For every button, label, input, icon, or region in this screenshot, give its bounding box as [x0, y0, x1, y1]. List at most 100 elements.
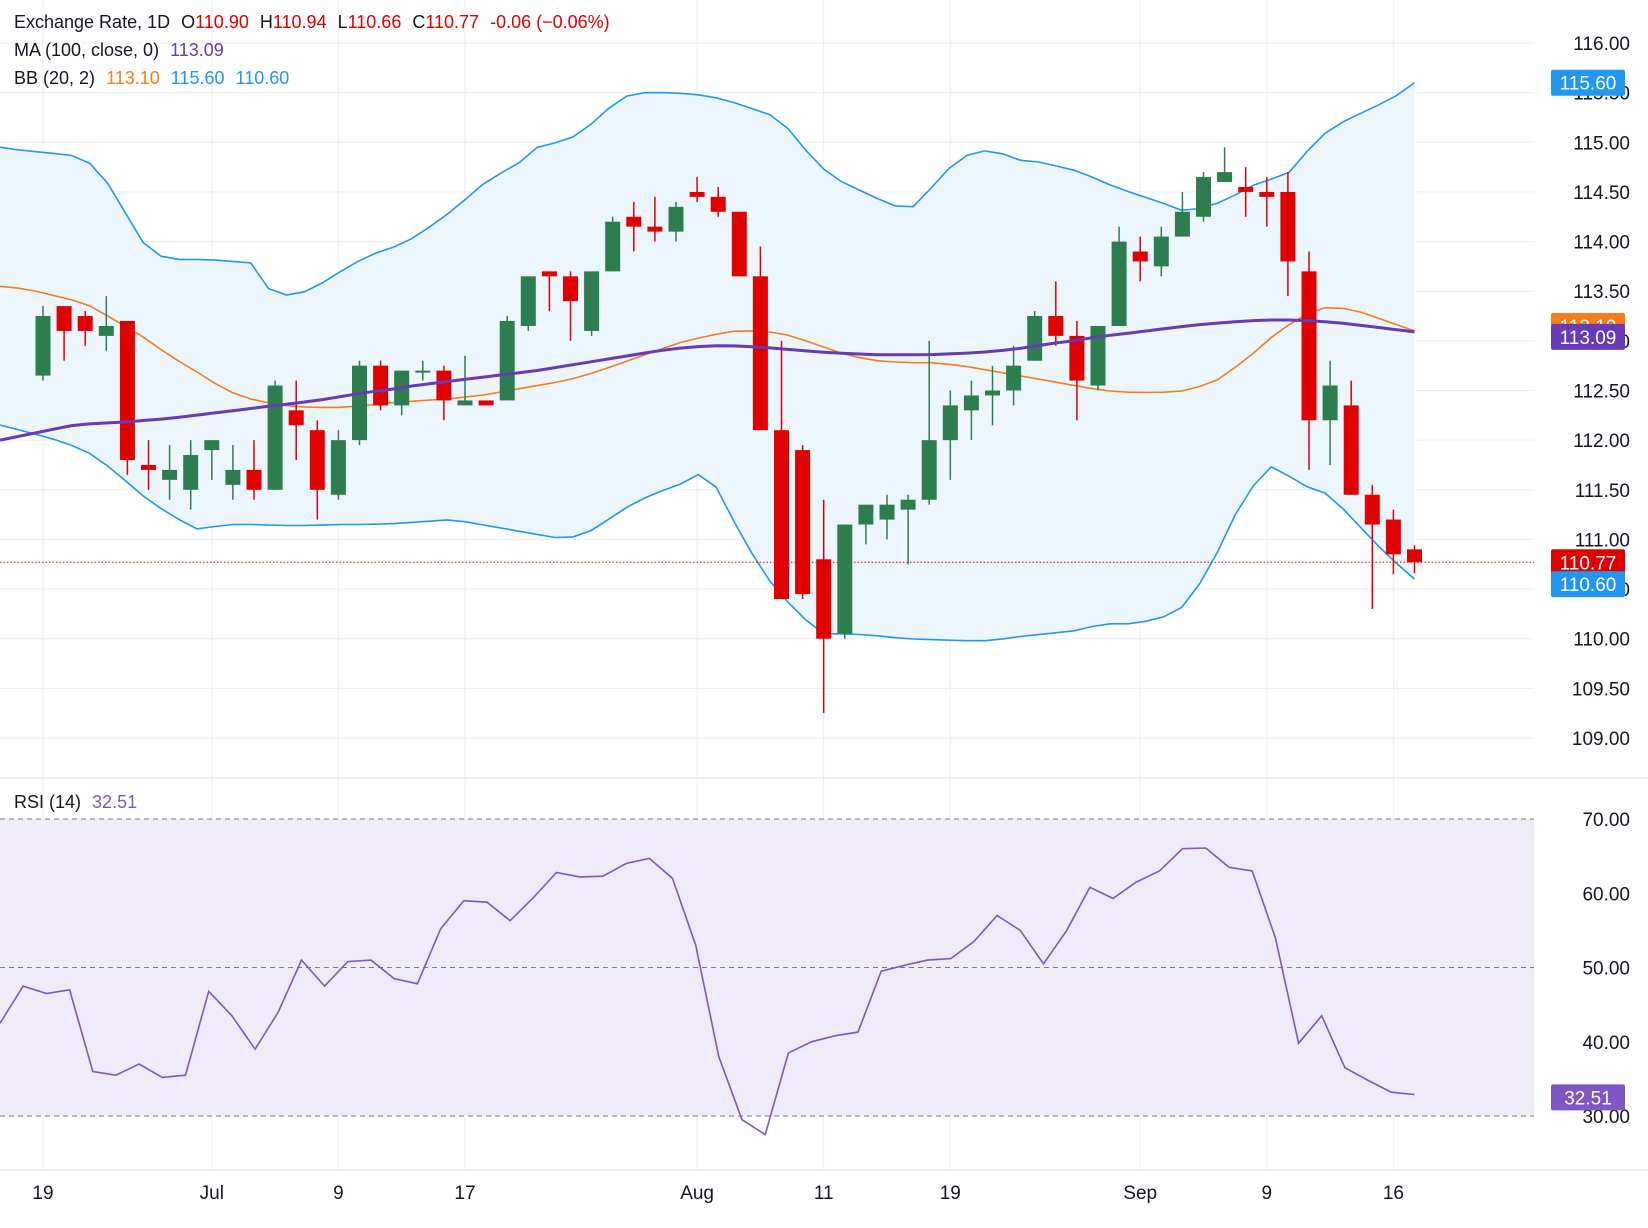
candle-down — [795, 450, 811, 595]
x-tick-Aug: Aug — [680, 1183, 714, 1204]
legend-bb-mid: 113.10 — [106, 68, 160, 88]
bb-lower-badge-text: 110.60 — [1560, 575, 1617, 596]
candle-down — [689, 191, 705, 197]
candle-down — [119, 321, 135, 460]
candle-up — [1090, 325, 1106, 386]
candle-down — [56, 306, 72, 331]
candle-down — [752, 276, 768, 431]
candle-up — [1006, 365, 1022, 391]
price-y-tick-109.50: 109.50 — [1572, 679, 1630, 700]
legend-high: H110.94 — [259, 12, 327, 32]
candle-up — [1174, 211, 1190, 237]
last-price-badge-text: 110.77 — [1560, 553, 1617, 574]
candle-down — [1343, 405, 1359, 495]
candle-up — [1217, 172, 1233, 182]
candle-up — [35, 316, 51, 376]
candle-down — [1385, 519, 1401, 555]
legend-rsi-label: RSI (14) — [14, 792, 82, 812]
candle-down — [541, 271, 557, 277]
bollinger-band-fill — [0, 82, 1415, 641]
rsi-y-tick-40.00: 40.00 — [1582, 1033, 1630, 1054]
candle-up — [98, 325, 114, 336]
price-y-tick-112.50: 112.50 — [1573, 382, 1630, 403]
candle-up — [520, 276, 536, 326]
rsi-last-badge — [1551, 1084, 1625, 1111]
x-tick-19: 19 — [32, 1183, 53, 1204]
candle-up — [225, 469, 241, 485]
price-y-tick-116.00: 116.00 — [1573, 34, 1630, 55]
legend-low: L110.66 — [337, 12, 402, 32]
candle-up — [204, 440, 220, 451]
candle-up — [499, 321, 515, 401]
candle-down — [1238, 186, 1254, 192]
candle-down — [647, 226, 663, 232]
candle-up — [985, 390, 1000, 396]
candle-up — [162, 469, 178, 480]
candle-down — [710, 196, 726, 212]
candle-up — [1196, 177, 1211, 217]
candle-down — [1069, 335, 1085, 381]
candle-up — [415, 370, 431, 373]
candle-up — [330, 440, 346, 495]
candle-up — [921, 440, 937, 500]
price-y-tick-114.50: 114.50 — [1573, 183, 1630, 204]
x-tick-9: 9 — [333, 1183, 344, 1204]
legend-rsi-value: 32.51 — [92, 792, 138, 812]
candle-down — [816, 559, 832, 639]
price-y-tick-114.00: 114.00 — [1573, 233, 1630, 254]
bollinger-middle-line — [0, 285, 1415, 409]
ma100-badge-text: 113.09 — [1560, 328, 1617, 349]
candle-up — [267, 385, 283, 490]
candle-down — [288, 410, 304, 426]
candle-down — [77, 316, 93, 331]
candle-up — [668, 206, 684, 232]
x-tick-16: 16 — [1383, 1183, 1404, 1204]
x-tick-9: 9 — [1262, 1183, 1273, 1204]
candle-up — [942, 405, 958, 441]
candle-down — [246, 469, 262, 490]
candle-up — [1322, 385, 1338, 421]
candle-up — [605, 221, 621, 272]
bb-upper-badge — [1551, 69, 1625, 96]
legend-bb-upper: 115.60 — [170, 68, 225, 88]
price-y-tick-111.00: 111.00 — [1575, 530, 1630, 551]
candle-down — [1132, 251, 1148, 262]
candle-up — [352, 365, 367, 441]
candle-up — [183, 455, 199, 490]
candle-up — [1027, 316, 1043, 361]
legend-row-bb: BB (20, 2) 113.10 115.60 110.60 — [14, 68, 295, 89]
legend-change: -0.06 (−0.06%) — [490, 12, 610, 32]
candle-down — [1048, 316, 1064, 336]
candle-up — [1111, 241, 1127, 326]
candle-up — [879, 504, 895, 520]
price-y-tick-112.00: 112.00 — [1573, 431, 1630, 452]
candle-down — [436, 370, 452, 401]
legend-bb-label: BB (20, 2) — [14, 68, 96, 88]
rsi-line — [0, 847, 1415, 1136]
candle-down — [1259, 191, 1275, 197]
candle-down — [731, 211, 747, 277]
legend-ma-label: MA (100, close, 0) — [14, 40, 160, 60]
x-tick-Sep: Sep — [1123, 1183, 1157, 1204]
candle-down — [626, 216, 642, 227]
candle-down — [1407, 549, 1422, 563]
price-y-tick-109.00: 109.00 — [1572, 729, 1630, 750]
price-y-tick-115.00: 115.00 — [1573, 133, 1630, 154]
candle-down — [309, 430, 325, 490]
rsi-y-tick-50.00: 50.00 — [1582, 959, 1630, 980]
legend-ma-value: 113.09 — [170, 40, 224, 60]
candle-down — [1301, 271, 1317, 421]
candle-up — [858, 504, 874, 525]
rsi-y-tick-70.00: 70.00 — [1582, 810, 1630, 831]
candle-down — [563, 276, 578, 302]
candle-up — [900, 499, 916, 510]
candle-down — [478, 400, 494, 406]
bollinger-lower-line — [0, 424, 1416, 642]
candle-down — [1364, 494, 1380, 525]
legend-open: O110.90 — [181, 12, 249, 32]
legend-row-rsi: RSI (14) 32.51 — [14, 792, 143, 813]
ma100-line — [0, 318, 1415, 442]
candle-up — [584, 271, 600, 331]
